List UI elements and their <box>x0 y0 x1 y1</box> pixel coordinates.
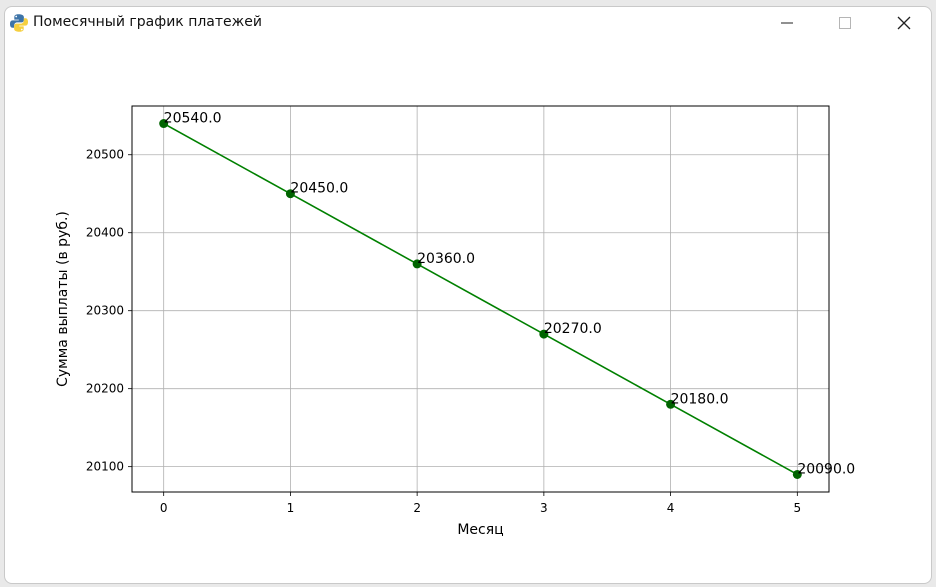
maximize-icon <box>839 17 851 29</box>
minimize-icon <box>781 22 793 24</box>
data-label: 20270.0 <box>544 321 602 337</box>
python-icon <box>10 14 28 32</box>
close-icon <box>897 16 911 30</box>
payment-chart: 0 1 2 3 4 5 20100 20200 20300 20400 20500 20540.0… <box>55 105 856 538</box>
data-label: 20090.0 <box>797 461 855 477</box>
minimize-button[interactable] <box>764 7 810 39</box>
plot-area <box>131 105 830 493</box>
data-point <box>666 399 676 409</box>
window-title: Помесячный график платежей <box>33 14 262 30</box>
y-tick-label: 20300 <box>86 304 124 318</box>
data-point <box>285 189 295 199</box>
y-tick-label: 20100 <box>86 460 124 474</box>
x-tick-label: 4 <box>667 501 675 515</box>
x-tick-label: 1 <box>287 501 295 515</box>
y-axis-label: Сумма выплаты (в руб.) <box>55 211 71 387</box>
title-bar[interactable]: Помесячный график платежей <box>5 7 931 39</box>
y-tick-label: 20500 <box>86 148 124 162</box>
x-tick-label: 2 <box>413 501 421 515</box>
y-tick-label: 20400 <box>86 226 124 240</box>
data-points <box>159 119 802 479</box>
y-tick-label: 20200 <box>86 382 124 396</box>
data-label: 20180.0 <box>671 391 729 407</box>
x-tick-label: 5 <box>793 501 801 515</box>
data-point <box>792 469 802 479</box>
data-point <box>412 259 422 269</box>
data-labels: 20540.0 20450.0 20360.0 20270.0 20180.0 20090… <box>164 111 856 478</box>
x-axis-label: Месяц <box>457 522 503 538</box>
data-point <box>159 119 169 129</box>
chart-grid <box>132 106 829 492</box>
data-label: 20360.0 <box>417 251 475 267</box>
x-tick-label: 0 <box>160 501 168 515</box>
close-button[interactable] <box>881 7 927 39</box>
data-label: 20450.0 <box>290 181 348 197</box>
y-axis-ticks: 20100 20200 20300 20400 20500 <box>86 148 132 474</box>
x-axis-ticks: 0 1 2 3 4 5 <box>160 492 801 515</box>
x-tick-label: 3 <box>540 501 548 515</box>
maximize-button[interactable] <box>822 7 868 39</box>
data-point <box>539 329 549 339</box>
data-label: 20540.0 <box>164 111 222 127</box>
series-line <box>163 122 798 476</box>
